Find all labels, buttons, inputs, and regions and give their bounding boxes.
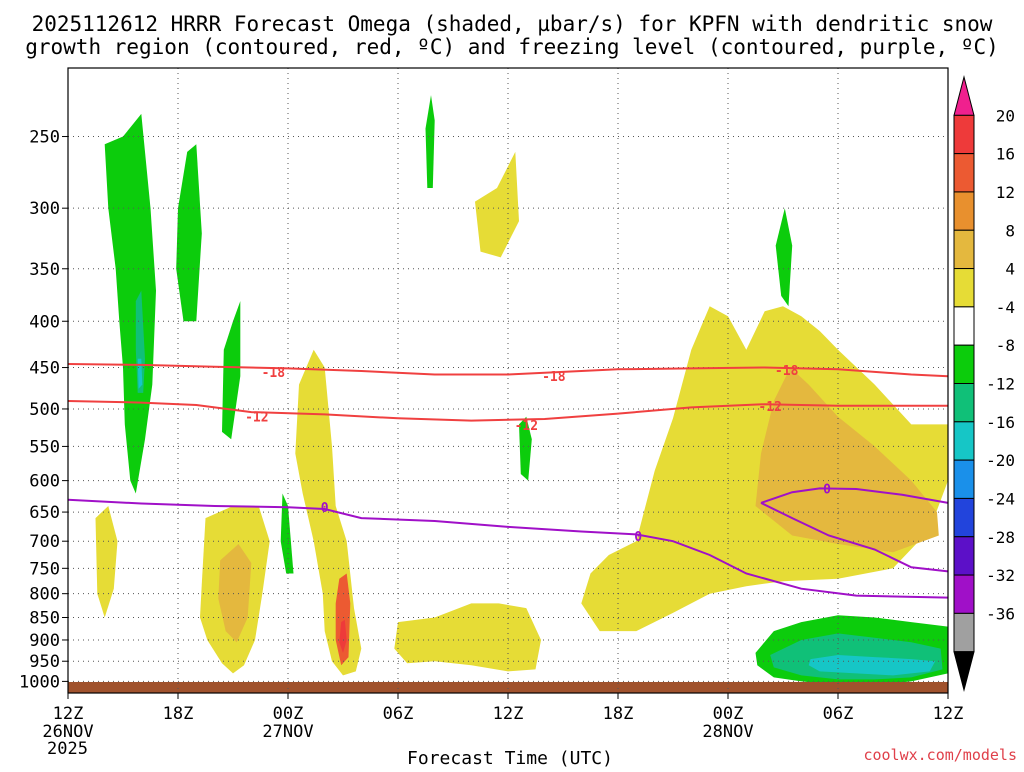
colorbar-bin-2 <box>953 153 975 193</box>
chart-title-line1: 2025112612 HRRR Forecast Omega (shaded, … <box>32 12 993 36</box>
upward-motion-main-core <box>755 367 939 553</box>
colorbar-label-9: -20 <box>986 451 1015 470</box>
downward-motion-early <box>104 113 156 494</box>
dgz-minus12-line <box>67 400 948 422</box>
y-tick-label-300: 300 <box>29 199 60 219</box>
colorbar-label-2: 12 <box>996 183 1015 202</box>
colorbar-label-1: 16 <box>996 145 1015 164</box>
dgz-minus12-label-2: -12 <box>758 400 781 415</box>
y-tick-label-250: 250 <box>29 128 60 148</box>
x-tick-label-18: 06Z <box>383 704 414 724</box>
colorbar-label-0: 20 <box>996 106 1015 125</box>
y-tick-label-900: 900 <box>29 631 60 651</box>
colorbar-bin-12 <box>953 536 975 576</box>
downward-motion-midnight <box>280 493 294 574</box>
x-tick-label-30: 18Z <box>603 704 634 724</box>
freezing-level-0-label-0: 0 <box>321 501 329 516</box>
temperature-contours: -18 -18 -18 -12 -12 -12 0 0 0 <box>67 363 949 599</box>
freezing-level-0-label-1: 0 <box>634 530 642 545</box>
downward-motion-evening-2 <box>222 301 241 440</box>
downward-motion-early-peak <box>137 358 143 389</box>
dgz-minus18-label-1: -18 <box>542 370 566 385</box>
colorbar-label-4: 4 <box>1005 260 1015 279</box>
colorbar-bin-14 <box>953 612 975 653</box>
x-tick-date-12: 27NOV <box>262 722 313 742</box>
dgz-minus12-label-0: -12 <box>245 411 268 426</box>
y-tick-label-600: 600 <box>29 472 60 492</box>
colorbar-bin-4 <box>953 229 975 270</box>
colorbar-bin-3 <box>953 191 975 231</box>
y-tick-label-500: 500 <box>29 400 60 420</box>
colorbar-bin-11 <box>953 497 975 538</box>
colorbar-label-7: -12 <box>986 375 1015 394</box>
y-tick-label-450: 450 <box>29 359 60 379</box>
colorbar-bin-1 <box>953 114 975 155</box>
y-tick-label-350: 350 <box>29 260 60 280</box>
x-axis-label: Forecast Time (UTC) <box>407 748 613 768</box>
omega-shaded-regions <box>95 95 948 686</box>
downward-motion-late-peak <box>808 655 936 676</box>
colorbar-bin-6 <box>953 306 975 346</box>
upward-motion-midnight-peak <box>339 619 347 653</box>
upward-motion-midnight-core <box>335 573 351 666</box>
x-tick-label-48: 12Z <box>933 704 964 724</box>
x-tick-label-12: 00Z <box>273 704 304 724</box>
freezing-level-0-line <box>67 498 949 599</box>
colorbar-label-13: -36 <box>986 604 1015 623</box>
x-tick-label-36: 00Z <box>713 704 744 724</box>
y-tick-label-750: 750 <box>29 559 60 579</box>
colorbar-label-8: -16 <box>986 413 1015 432</box>
x-tick-date-0: 26NOV <box>42 722 93 742</box>
x-tick-label-42: 06Z <box>823 704 854 724</box>
dgz-minus12-label-1: -12 <box>515 419 538 434</box>
credit-text: coolwx.com/models <box>863 746 1017 764</box>
freezing-level-0-upper-line <box>760 487 949 504</box>
freezing-level-0-lower-line <box>760 502 949 573</box>
dgz-minus18-label-2: -18 <box>775 364 799 379</box>
freezing-level-0-upper-label-0: 0 <box>823 482 831 497</box>
downward-motion-noon <box>519 416 532 481</box>
colorbar-bottom-triangle <box>953 651 975 692</box>
y-tick-label-700: 700 <box>29 532 60 552</box>
colorbar-bin-5 <box>953 268 975 308</box>
colorbar-label-11: -28 <box>986 528 1015 547</box>
ground-strip <box>68 682 948 693</box>
downward-motion-evening <box>176 144 202 322</box>
colorbar-bin-10 <box>953 459 975 499</box>
x-tick-label-24: 12Z <box>493 704 524 724</box>
upward-motion-morning <box>394 603 541 672</box>
y-tick-label-950: 950 <box>29 652 60 672</box>
ground-below-surface <box>68 682 948 693</box>
colorbar-label-5: -4 <box>996 298 1015 317</box>
colorbar-bin-8 <box>953 383 975 423</box>
y-tick-label-650: 650 <box>29 503 60 523</box>
colorbar-label-3: 8 <box>1005 221 1015 240</box>
axes: 2503003504004505005506006507007508008509… <box>19 67 964 759</box>
upward-motion-dawn <box>95 506 118 618</box>
colorbar-label-10: -24 <box>986 489 1015 508</box>
colorbar-bin-13 <box>953 574 975 614</box>
y-tick-label-850: 850 <box>29 609 60 629</box>
chart-title-line2: growth region (contoured, red, ºC) and f… <box>25 35 999 59</box>
downward-motion-aloft-1 <box>425 95 435 188</box>
dgz-minus18-line <box>67 363 949 378</box>
colorbar-bin-7 <box>953 344 975 384</box>
y-tick-label-550: 550 <box>29 437 60 457</box>
dgz-minus18-label-0: -18 <box>262 366 286 381</box>
colorbar: 20 16 12 8 4 -4 -8 -12 -16 -20 -24 -28 -32 -36 <box>953 75 1015 692</box>
colorbar-top-triangle <box>953 75 975 116</box>
colorbar-bin-9 <box>953 421 975 461</box>
downward-motion-aloft-2 <box>775 208 793 307</box>
x-tick-label-0: 12Z <box>53 704 84 724</box>
x-tick-label-6: 18Z <box>163 704 194 724</box>
y-tick-label-400: 400 <box>29 312 60 332</box>
x-tick-year-0: 2025 <box>47 739 88 759</box>
colorbar-label-6: -8 <box>996 336 1015 355</box>
y-tick-label-1000: 1000 <box>19 672 60 692</box>
y-tick-label-800: 800 <box>29 585 60 605</box>
x-tick-date-36: 28NOV <box>702 722 753 742</box>
colorbar-label-12: -32 <box>986 566 1015 585</box>
